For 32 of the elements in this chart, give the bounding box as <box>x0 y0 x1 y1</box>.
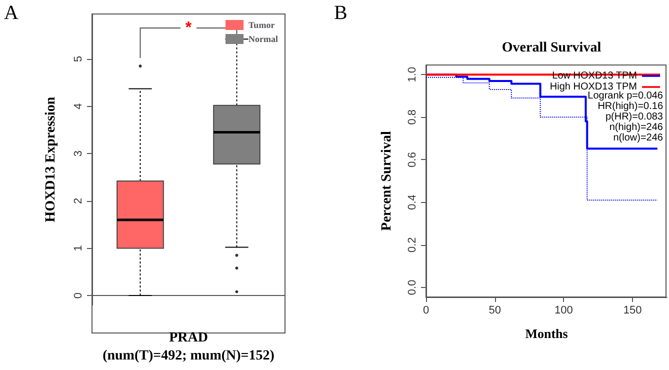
annotation: HR(high)=0.16 <box>598 101 664 112</box>
y-axis-title: HOXD13 Expression <box>44 96 58 222</box>
y-tick-label: 0.4 <box>406 194 418 210</box>
y-tick-label: 4 <box>72 103 84 110</box>
chart-title: Overall Survival <box>502 40 602 56</box>
legend-label: Tumor <box>248 20 275 30</box>
x-tick-label: 0 <box>422 304 430 316</box>
y-tick-label: 1.0 <box>406 66 418 82</box>
y-tick-label: 0.2 <box>406 237 418 252</box>
y-tick-label: 3 <box>72 150 84 157</box>
x-axis-title: Months <box>525 326 568 341</box>
y-tick-label: 0 <box>72 292 84 299</box>
y-tick-label: 2 <box>72 198 84 204</box>
y-axis-title: Percent Survival <box>380 131 394 231</box>
legend-label: High HOXD13 TPM <box>550 82 637 92</box>
x-tick-label: 100 <box>554 304 573 316</box>
x-tick-label: 50 <box>488 304 501 316</box>
annotation: * <box>185 20 192 36</box>
y-tick-label: 1 <box>72 245 84 252</box>
y-tick-label: 0.8 <box>406 110 418 125</box>
annotation: n(high)=246 <box>609 122 664 133</box>
annotation: p(HR)=0.083 <box>605 112 664 122</box>
y-tick-label: 5 <box>72 56 84 62</box>
text: B <box>334 2 348 25</box>
text: A <box>4 2 18 25</box>
legend-label: Normal <box>248 34 278 44</box>
x-tick-label: 150 <box>623 304 642 316</box>
y-tick-label: 0.6 <box>406 152 418 168</box>
y-tick-label: 0.0 <box>406 280 418 296</box>
x-axis-title: PRAD (num(T)=492; mum(N)=152) <box>102 330 275 364</box>
annotation: n(low)=246 <box>613 132 664 144</box>
annotation: Logrank p=0.046 <box>588 90 664 102</box>
